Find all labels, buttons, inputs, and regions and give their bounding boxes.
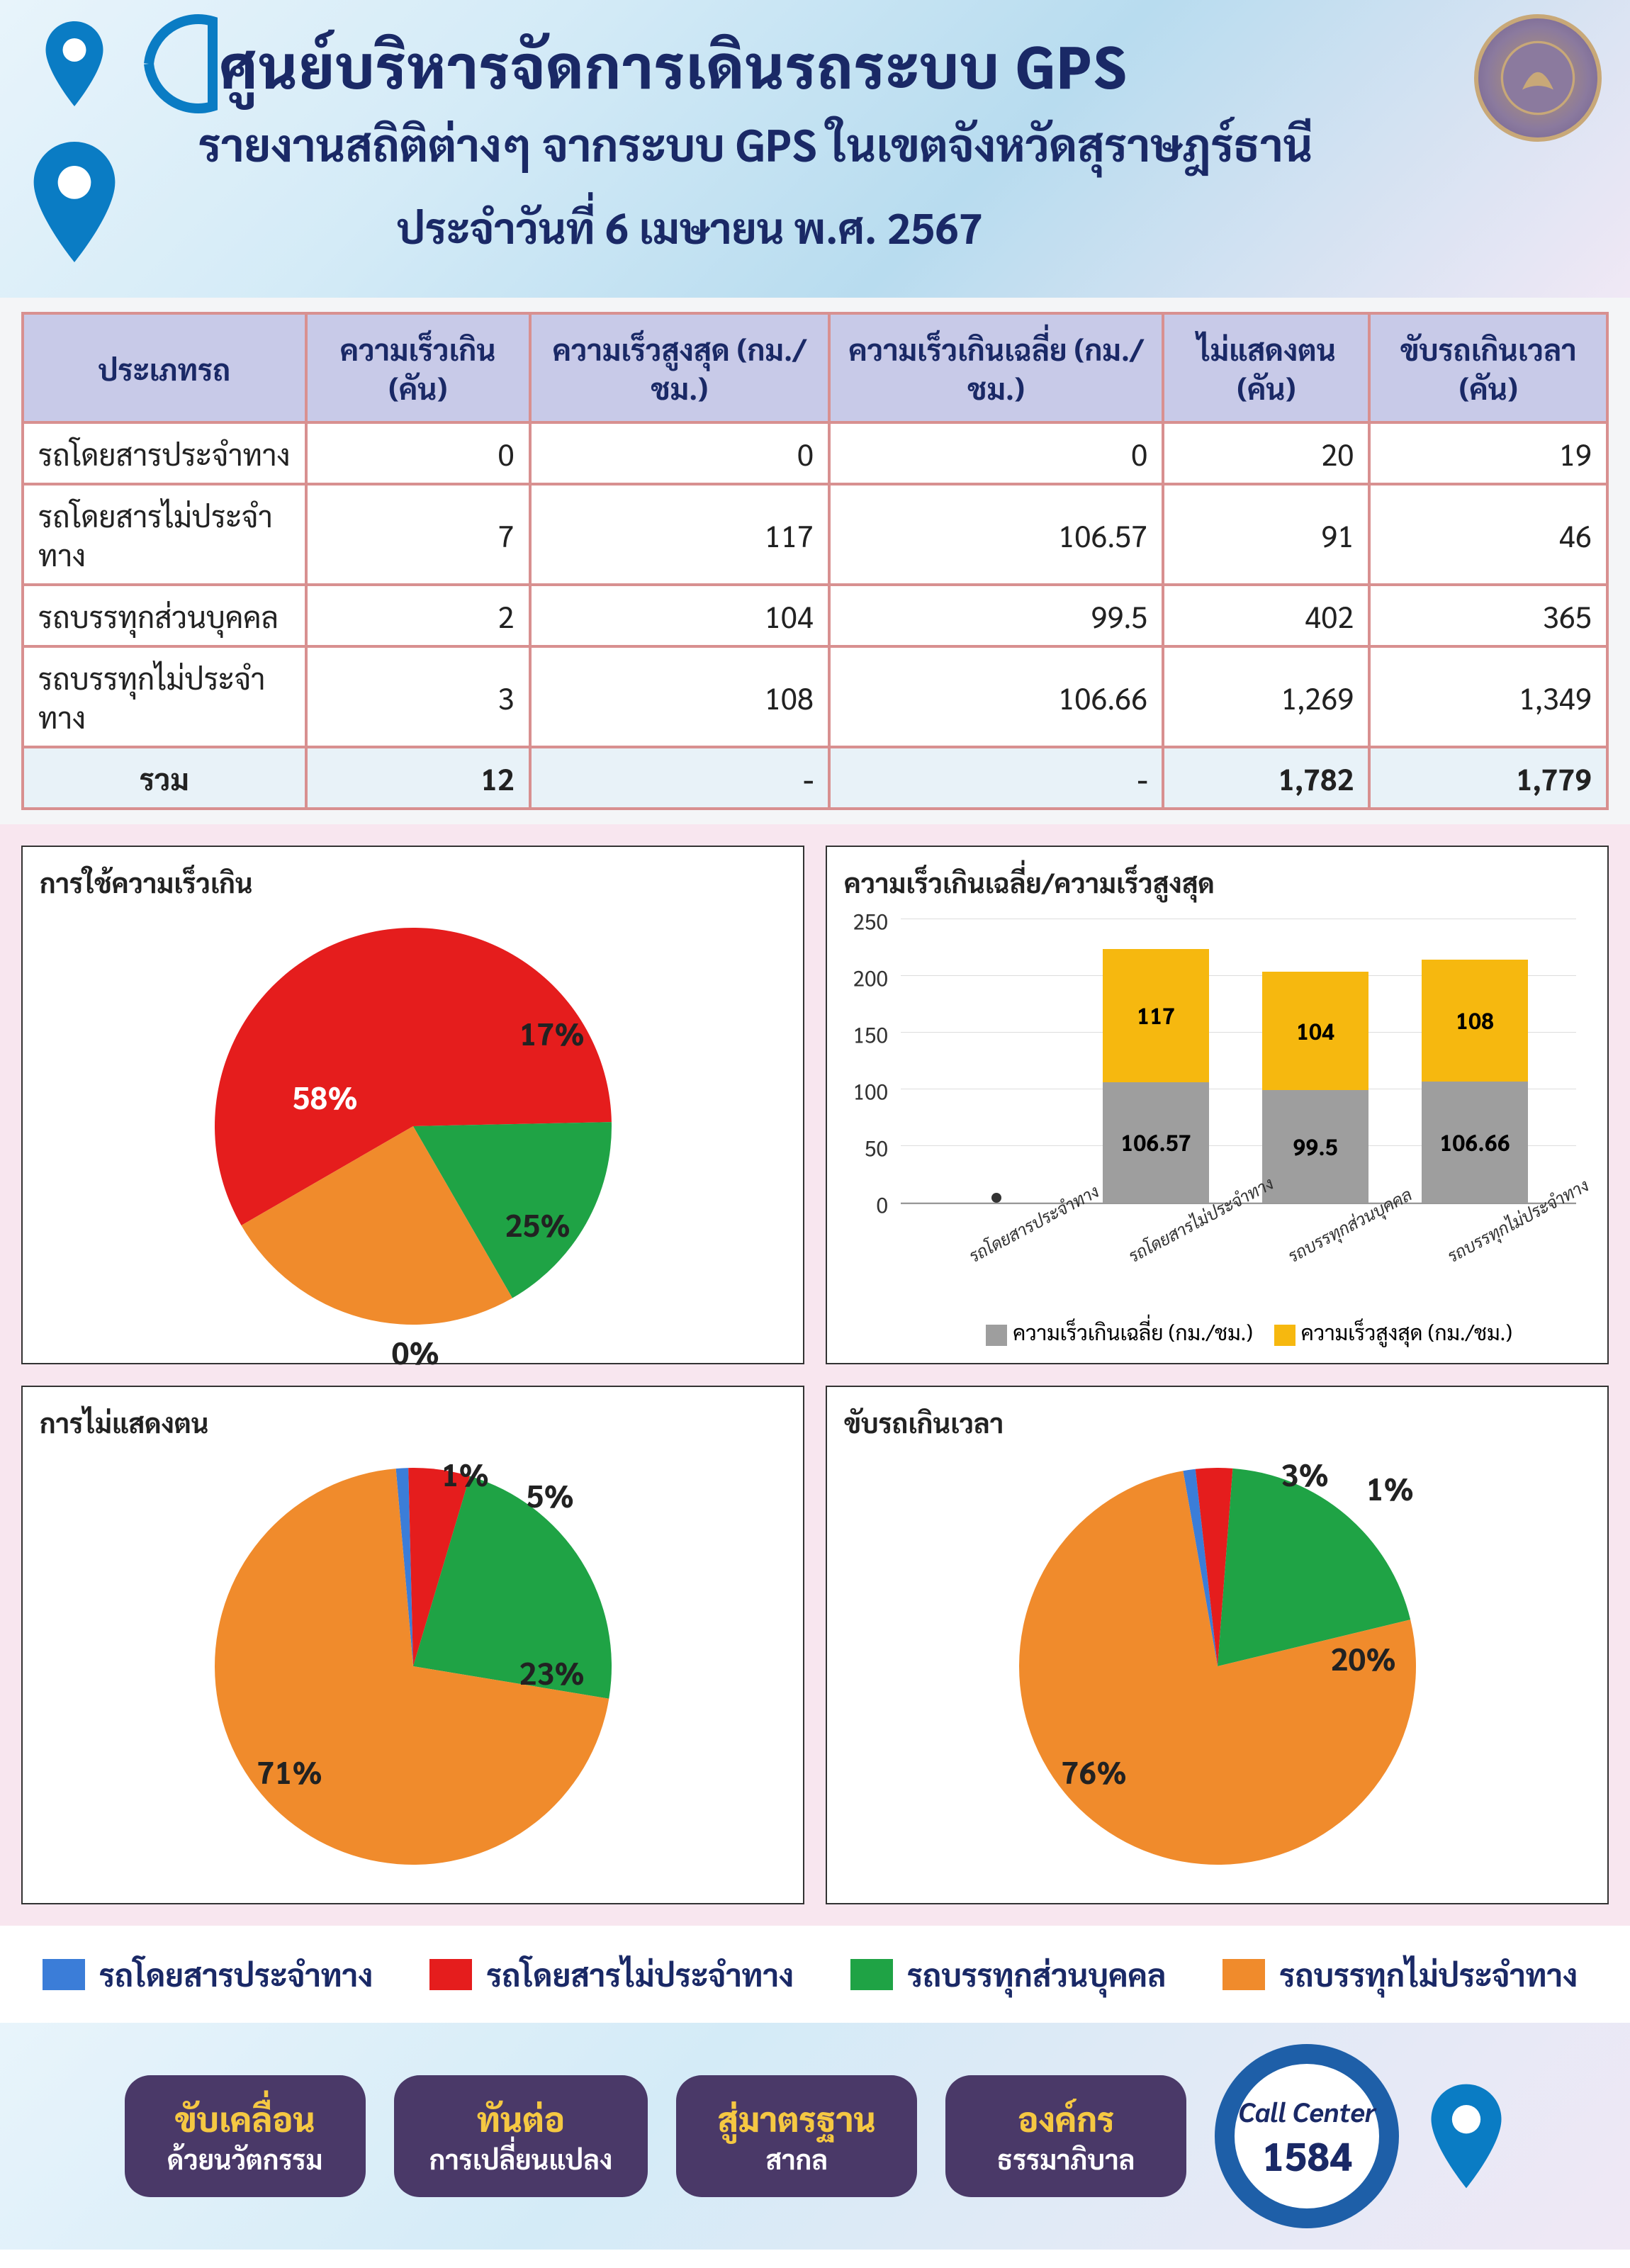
pie-label: 0% [392,1332,439,1372]
footer-banner: ขับเคลื่อนด้วยนวัตกรรมทันต่อการเปลี่ยนแป… [0,2023,1630,2250]
table-row: รถโดยสารประจำทาง0002019 [23,422,1607,484]
bar-group: 117106.57 [1103,949,1209,1203]
bar-group: 108106.66 [1422,960,1528,1203]
subtitle: รายงานสถิติต่างๆ จากระบบ GPS ในเขตจังหวั… [198,113,1313,172]
col-header: ความเร็วเกินเฉลี่ย (กม./ชม.) [829,313,1163,422]
legend-label: ความเร็วสูงสุด (กม./ชม.) [1301,1318,1512,1345]
bar-group: 10499.5 [1262,972,1368,1203]
col-header: ความเร็วเกิน (คัน) [306,313,530,422]
y-tick: 250 [853,907,889,935]
category-legend: รถโดยสารประจำทาง รถโดยสารไม่ประจำทาง รถบรร… [0,1926,1630,2023]
pie-label: 17% [519,1013,585,1053]
col-header: ประเภทรถ [23,313,306,422]
bar-segment: 106.66 [1422,1082,1528,1203]
pie-label: 20% [1331,1638,1396,1678]
table-row: รถบรรทุกส่วนบุคคล210499.5402365 [23,585,1607,646]
table-row: รถบรรทุกไม่ประจำทาง3108106.661,2691,349 [23,646,1607,747]
y-tick: 100 [853,1077,889,1105]
charts-grid: การใช้ความเร็วเกิน 58% 17% 25% 0% ความเร็วเ… [0,824,1630,1926]
y-tick: 150 [853,1021,889,1048]
col-header: ความเร็วสูงสุด (กม./ชม.) [530,313,829,422]
data-table-section: ประเภทรถความเร็วเกิน (คัน)ความเร็วสูงสุด… [0,298,1630,824]
bar-segment: 108 [1422,960,1528,1082]
legend-item: รถบรรทุกไม่ประจำทาง [1222,1954,1578,1994]
legend-item: รถโดยสารประจำทาง [43,1954,373,1994]
bar-segment: 117 [1103,949,1209,1082]
legend-label: ความเร็วเกินเฉลี่ย (กม./ชม.) [1013,1318,1253,1345]
pie-label: 25% [505,1204,570,1245]
map-pin-icon [1427,2083,1505,2189]
pie-label: 23% [519,1652,585,1692]
swoosh-icon [142,7,220,120]
pie-speed-exceed: การใช้ความเร็วเกิน 58%17%25%0% [21,846,804,1364]
bar-segment: 106.57 [1103,1082,1209,1203]
footer-pill: ขับเคลื่อนด้วยนวัตกรรม [125,2075,366,2197]
agency-logo [1474,14,1602,142]
totals-row: รวม12--1,7821,779 [23,747,1607,809]
map-pin-icon [43,21,106,106]
call-center-badge: Call Center 1584 [1215,2044,1399,2228]
chart-title: การใช้ความเร็วเกิน [40,864,786,899]
pie-label: 5% [527,1475,574,1515]
chart-title: ขับรถเกินเวลา [844,1404,1590,1439]
legend-item: รถบรรทุกส่วนบุคคล [850,1954,1166,1994]
y-tick: 0 [877,1191,889,1218]
pie-overtime: ขับรถเกินเวลา 1% 3% 20% 76% [826,1386,1609,1904]
pie-no-show: การไม่แสดงตน 1% 5% 23% 71% [21,1386,804,1904]
pie-label: 3% [1281,1454,1329,1494]
stats-table: ประเภทรถความเร็วเกิน (คัน)ความเร็วสูงสุด… [21,312,1609,810]
map-pin-icon [28,142,120,262]
chart-title: ความเร็วเกินเฉลี่ย/ความเร็วสูงสุด [844,864,1590,899]
call-label: Call Center [1238,2093,1376,2128]
footer-pill: สู่มาตรฐานสากล [676,2075,917,2197]
bar-speed-chart: ความเร็วเกินเฉลี่ย/ความเร็วสูงสุด 0 50 100… [826,846,1609,1364]
pie-label: 71% [257,1751,322,1792]
header-banner: ศูนย์บริหารจัดการเดินรถระบบ GPS รายงานสถ… [0,0,1630,298]
main-title: ศูนย์บริหารจัดการเดินรถระบบ GPS [220,26,1128,103]
title-banner: ศูนย์บริหารจัดการเดินรถระบบ GPS [142,7,1128,120]
col-header: ขับรถเกินเวลา (คัน) [1369,313,1607,422]
chart-title: การไม่แสดงตน [40,1404,786,1439]
call-number: 1584 [1261,2128,1352,2180]
legend-item: รถโดยสารไม่ประจำทาง [429,1954,794,1994]
bar-segment: 99.5 [1262,1090,1368,1203]
table-row: รถโดยสารไม่ประจำทาง7117106.579146 [23,484,1607,585]
pie-label: 1% [1366,1468,1414,1508]
pie-label: 58% [293,1077,358,1117]
y-tick: 50 [865,1134,888,1162]
bar-segment: 104 [1262,972,1368,1089]
footer-pill: องค์กรธรรมาภิบาล [945,2075,1186,2197]
col-header: ไม่แสดงตน (คัน) [1163,313,1369,422]
pie-label: 76% [1062,1751,1127,1792]
pie-label: 1% [442,1454,489,1494]
dateline: ประจำวันที่ 6 เมษายน พ.ศ. 2567 [397,198,983,254]
footer-pill: ทันต่อการเปลี่ยนแปลง [394,2075,648,2197]
y-tick: 200 [853,964,889,992]
